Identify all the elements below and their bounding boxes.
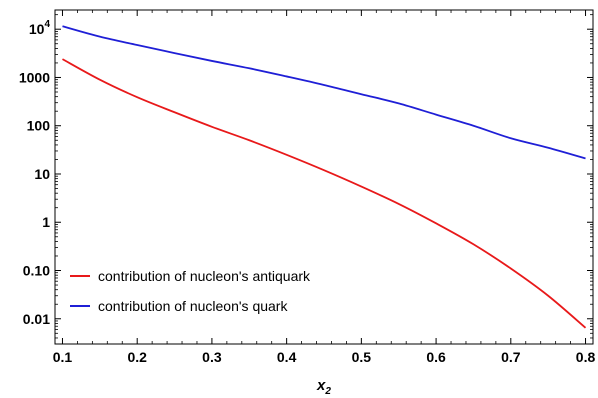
legend-label: contribution of nucleon's antiquark [98,268,311,284]
series-lines [62,25,587,329]
y-tick-label-text: 0.10 [23,263,50,279]
x-tick-label: 0.5 [352,349,372,365]
y-tick-label: 104 [29,19,51,37]
y-tick-label: 1000 [19,69,50,85]
x-tick-label: 0.2 [127,349,147,365]
ticks: 0.1 0.2 0.3 0.4 0.5 0.6 0.7 0.810410001001010.1… [19,10,596,365]
x-tick-label: 0.3 [202,349,222,365]
x-tick-label: 0.1 [53,349,73,365]
y-tick-label-text: 0.01 [23,311,50,327]
series-line-antiquark [62,58,587,329]
x-tick-label: 0.7 [501,349,521,365]
series-line-quark [62,25,586,160]
legend-label: contribution of nucleon's quark [98,298,288,314]
y-tick-label: 10 [34,166,50,182]
y-tick-label: 0.01 [23,311,50,327]
x-axis-title: x2 [316,377,331,397]
y-tick-label-exponent: 4 [44,19,50,30]
y-tick-label-text: 10 [29,21,45,37]
x-tick-label: 0.8 [576,349,596,365]
x-tick-label: 0.6 [426,349,446,365]
plot-frame [54,9,594,345]
y-tick-label: 100 [27,118,51,134]
legend: contribution of nucleon's antiquark contr… [70,268,311,314]
y-tick-label: 1 [42,214,50,230]
y-tick-label-text: 10 [34,166,50,182]
x-tick-label: 0.4 [277,349,297,365]
y-tick-label-text: 100 [27,118,51,134]
y-tick-label-text: 1 [42,214,50,230]
y-tick-label-text: 1000 [19,69,50,85]
y-tick-label: 0.10 [23,263,50,279]
